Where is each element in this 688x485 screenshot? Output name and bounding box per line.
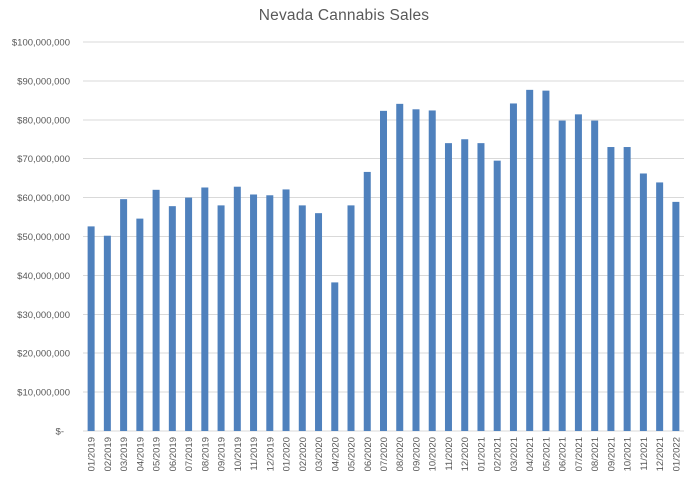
bar-03/2019 — [120, 199, 128, 431]
bar-07/2020 — [380, 110, 387, 431]
x-axis-tick-label: 11/2019 — [249, 437, 260, 471]
x-axis-tick-label: 02/2019 — [103, 437, 114, 471]
x-axis-tick-label: 08/2019 — [200, 437, 211, 471]
bar-12/2020 — [461, 139, 469, 431]
y-axis-tick-label: $40,000,000 — [17, 271, 70, 282]
x-axis-tick-label: 11/2021 — [639, 437, 650, 471]
bar-11/2019 — [250, 194, 258, 431]
x-axis-tick-label: 09/2021 — [606, 437, 617, 471]
x-axis-tick-label: 01/2019 — [87, 437, 98, 471]
x-axis-tick-label: 07/2019 — [184, 437, 195, 471]
x-axis-tick-label: 03/2020 — [314, 437, 325, 471]
bar-04/2020 — [331, 282, 339, 431]
bar-10/2020 — [428, 110, 436, 432]
bar-03/2021 — [509, 103, 517, 432]
x-axis-tick-label: 06/2021 — [558, 437, 569, 471]
chart-title: Nevada Cannabis Sales — [258, 7, 430, 24]
x-axis-tick-label: 06/2020 — [363, 437, 374, 471]
x-axis-tick-label: 05/2021 — [541, 437, 552, 471]
y-axis-tick-label: $30,000,000 — [17, 310, 70, 321]
x-axis-tick-label: 02/2021 — [493, 437, 504, 471]
bar-04/2019 — [136, 218, 144, 431]
y-axis-tick-label: $10,000,000 — [17, 388, 70, 399]
bar-02/2019 — [103, 235, 111, 431]
bar-08/2021 — [591, 120, 599, 431]
bar-06/2019 — [168, 206, 176, 431]
bar-01/2019 — [87, 226, 95, 431]
y-axis-tick-label: $60,000,000 — [17, 193, 70, 204]
x-axis-tick-label: 05/2019 — [152, 437, 163, 471]
x-axis-tick-label: 06/2019 — [168, 437, 179, 471]
bar-05/2021 — [542, 90, 550, 432]
x-axis-tick-label: 07/2020 — [379, 437, 390, 471]
bar-02/2021 — [493, 160, 501, 431]
y-axis-tick-label: $80,000,000 — [17, 115, 70, 126]
x-axis-tick-label: 05/2020 — [347, 437, 358, 471]
bar-01/2020 — [282, 189, 290, 431]
bar-05/2020 — [347, 205, 355, 431]
bar-08/2019 — [201, 187, 209, 431]
y-axis-tick-label: $100,000,000 — [12, 38, 70, 49]
bar-02/2020 — [298, 205, 306, 431]
y-axis-tick-label: $- — [56, 427, 64, 438]
x-axis-tick-label: 11/2020 — [444, 437, 455, 471]
x-axis-tick-label: 01/2021 — [476, 437, 487, 471]
x-axis-tick-label: 10/2019 — [233, 437, 244, 471]
bar-09/2020 — [412, 109, 420, 432]
bar-08/2020 — [396, 103, 404, 431]
bar-12/2019 — [266, 195, 274, 431]
x-axis-tick-label: 10/2020 — [428, 437, 439, 471]
x-axis-tick-label: 03/2019 — [119, 437, 130, 471]
x-axis-tick-label: 08/2021 — [590, 437, 601, 471]
x-axis-tick-label: 07/2021 — [574, 437, 585, 471]
bar-10/2021 — [623, 147, 631, 431]
bar-04/2021 — [526, 89, 534, 431]
bar-12/2021 — [656, 182, 664, 431]
bar-03/2020 — [315, 213, 323, 431]
x-axis-tick-label: 01/2020 — [282, 437, 293, 471]
x-axis-tick-label: 01/2022 — [671, 437, 682, 471]
x-axis-tick-label: 03/2021 — [509, 437, 520, 471]
bar-05/2019 — [152, 189, 160, 431]
x-axis-tick-label: 08/2020 — [395, 437, 406, 471]
x-axis-tick-label: 04/2019 — [135, 437, 146, 471]
bar-06/2021 — [558, 120, 566, 431]
bar-09/2019 — [217, 205, 225, 431]
y-axis-tick-label: $90,000,000 — [17, 76, 70, 87]
bar-07/2019 — [185, 197, 193, 431]
y-axis-tick-label: $70,000,000 — [17, 154, 70, 165]
bar-07/2021 — [574, 114, 582, 431]
x-axis-tick-label: 04/2021 — [525, 437, 536, 471]
y-axis-tick-label: $20,000,000 — [17, 349, 70, 360]
x-axis-tick-label: 02/2020 — [298, 437, 309, 471]
x-axis-tick-label: 12/2020 — [460, 437, 471, 471]
bar-06/2020 — [363, 171, 371, 431]
x-axis-tick-label: 10/2021 — [623, 437, 634, 471]
x-axis-tick-label: 12/2021 — [655, 437, 666, 471]
bar-01/2022 — [672, 201, 680, 431]
bar-09/2021 — [607, 147, 615, 431]
x-axis-tick-label: 09/2019 — [217, 437, 228, 471]
x-axis-tick-label: 12/2019 — [265, 437, 276, 471]
bar-11/2020 — [444, 143, 452, 431]
bar-10/2019 — [233, 186, 241, 431]
bar-11/2021 — [639, 173, 647, 432]
x-axis-tick-label: 04/2020 — [330, 437, 341, 471]
x-axis-tick-label: 09/2020 — [411, 437, 422, 471]
y-axis-tick-label: $50,000,000 — [17, 232, 70, 243]
bar-01/2021 — [477, 143, 485, 431]
